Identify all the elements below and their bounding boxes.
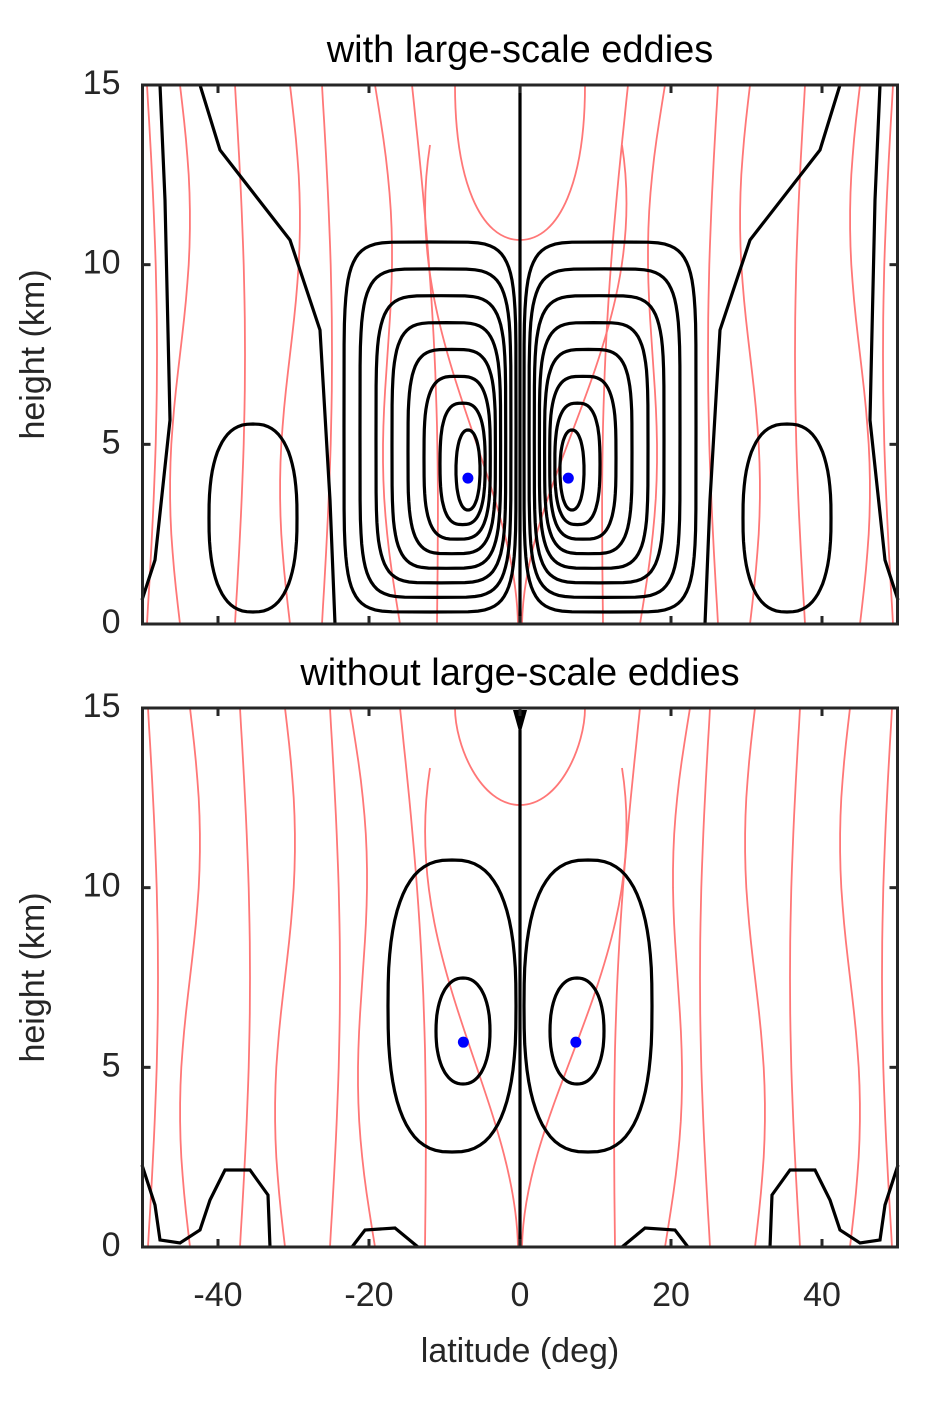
temperature-line bbox=[374, 84, 401, 625]
contour-line bbox=[620, 1226, 690, 1249]
temperature-line bbox=[321, 84, 333, 625]
temperature-line bbox=[789, 707, 801, 1248]
x-tick-label: 40 bbox=[803, 1276, 841, 1314]
contour-line bbox=[422, 374, 492, 541]
contour-line bbox=[406, 347, 498, 556]
temperature-line bbox=[664, 707, 691, 1248]
y-axis-label: height (km) bbox=[14, 892, 52, 1062]
axes-frame bbox=[141, 706, 899, 1249]
contour-line bbox=[342, 240, 518, 614]
panel-title: without large-scale eddies bbox=[299, 652, 739, 694]
contour-line bbox=[548, 976, 606, 1086]
temperature-line bbox=[794, 84, 806, 625]
contour-line bbox=[703, 84, 842, 625]
y-axis-label: height (km) bbox=[14, 269, 52, 439]
temperature-line bbox=[399, 707, 427, 1248]
temperature-line bbox=[274, 707, 296, 1248]
temperature-line bbox=[179, 707, 201, 1248]
max-point bbox=[457, 1036, 469, 1048]
contour-line bbox=[358, 267, 513, 600]
temperature-line bbox=[707, 84, 719, 625]
y-tick-label: 15 bbox=[83, 64, 121, 102]
temperature-line bbox=[613, 707, 641, 1248]
max-point bbox=[570, 1036, 582, 1048]
y-tick-label: 15 bbox=[83, 687, 121, 725]
x-tick-label: 0 bbox=[511, 1276, 530, 1314]
contour-line bbox=[390, 320, 503, 570]
y-tick-label: 10 bbox=[83, 244, 121, 282]
temperature-line bbox=[147, 707, 159, 1248]
contour-line bbox=[438, 401, 487, 527]
contour-line bbox=[198, 84, 337, 625]
panel-title: with large-scale eddies bbox=[326, 29, 714, 71]
contour-line bbox=[537, 320, 650, 570]
temperature-line bbox=[424, 767, 519, 1248]
temperature-line bbox=[839, 707, 861, 1248]
contour-line bbox=[548, 374, 618, 541]
contour-line bbox=[350, 1226, 420, 1249]
x-axis-label: latitude (deg) bbox=[421, 1332, 619, 1370]
max-point bbox=[462, 472, 474, 484]
contour-line bbox=[558, 428, 586, 512]
contour-line bbox=[542, 347, 634, 556]
contour-line bbox=[741, 422, 833, 614]
y-tick-label: 5 bbox=[102, 423, 121, 461]
temperature-line bbox=[329, 707, 341, 1248]
temperature-line bbox=[849, 84, 871, 625]
max-point bbox=[562, 472, 574, 484]
temperature-line bbox=[739, 84, 761, 625]
temperature-line bbox=[169, 84, 191, 625]
temperature-line bbox=[239, 707, 251, 1248]
x-tick-label: -20 bbox=[344, 1276, 393, 1314]
temperature-line bbox=[699, 707, 711, 1248]
contour-line bbox=[532, 294, 666, 585]
y-tick-label: 10 bbox=[83, 867, 121, 905]
temperature-line bbox=[234, 84, 246, 625]
contour-line bbox=[454, 428, 482, 512]
x-tick-label: 20 bbox=[652, 1276, 690, 1314]
temperature-line bbox=[521, 144, 628, 625]
contour-line bbox=[140, 84, 172, 601]
contour-line bbox=[386, 858, 518, 1154]
temperature-line bbox=[146, 84, 158, 625]
temperature-line bbox=[521, 767, 628, 1248]
contour-line bbox=[522, 240, 698, 614]
contour-line bbox=[374, 294, 508, 585]
x-tick-label: -40 bbox=[193, 1276, 242, 1314]
temperature-line bbox=[349, 707, 376, 1248]
temperature-line bbox=[881, 707, 893, 1248]
temperature-line bbox=[744, 707, 766, 1248]
y-tick-label: 0 bbox=[102, 1226, 121, 1264]
y-tick-label: 0 bbox=[102, 603, 121, 641]
jet-tip bbox=[513, 710, 527, 735]
contour-line bbox=[434, 976, 492, 1086]
contour-line bbox=[140, 1164, 272, 1248]
contour-line bbox=[868, 84, 900, 601]
temperature-line bbox=[424, 144, 519, 625]
temperature-line bbox=[639, 84, 666, 625]
contour-line bbox=[553, 401, 602, 527]
y-tick-label: 5 bbox=[102, 1046, 121, 1084]
contour-line bbox=[768, 1164, 900, 1248]
temperature-line bbox=[882, 84, 894, 625]
contour-line bbox=[522, 858, 654, 1154]
contour-line bbox=[527, 267, 682, 600]
temperature-line bbox=[279, 84, 301, 625]
axes-frame bbox=[141, 83, 899, 626]
contour-line bbox=[207, 422, 299, 614]
contours bbox=[140, 84, 900, 1249]
